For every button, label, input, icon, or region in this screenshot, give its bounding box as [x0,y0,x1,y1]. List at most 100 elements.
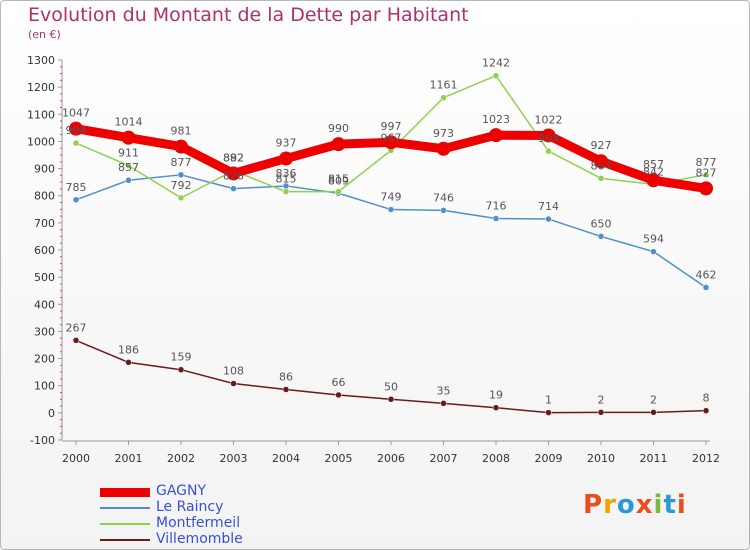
data-label: 892 [223,152,244,165]
data-label: 1161 [430,79,458,92]
data-label: 964 [538,132,559,145]
data-label: 66 [332,376,346,389]
data-point-gagny [174,139,188,154]
x-tick-label: 2005 [325,452,353,465]
data-label: 108 [223,365,244,378]
data-label: 864 [591,159,612,172]
data-label: 973 [433,127,454,140]
y-tick-label: 1200 [27,81,55,94]
data-point-villemomble [440,400,447,407]
data-point-le-raincy [440,207,447,214]
data-point-montfermeil [177,194,185,202]
data-label: 462 [696,268,717,281]
data-label: 746 [433,191,454,204]
data-label: 857 [643,158,664,171]
data-point-villemomble [282,386,290,393]
legend-label-le-raincy: Le Raincy [156,499,224,515]
y-tick-label: 100 [34,380,55,393]
data-point-villemomble [597,409,605,416]
data-label: 994 [66,124,87,137]
data-point-le-raincy [387,206,395,213]
data-point-gagny [594,154,608,169]
data-point-villemomble [125,359,132,366]
data-point-gagny [541,128,556,143]
data-point-gagny [279,151,293,166]
data-point-gagny [226,166,241,181]
data-label: 937 [276,137,297,150]
y-tick-label: 1100 [27,108,55,121]
data-point-le-raincy [597,233,605,240]
x-tick-label: 2011 [640,452,668,465]
x-tick-label: 2003 [220,452,248,465]
proxiti-logo: Proxiti [583,490,687,520]
data-label: 8 [703,392,710,405]
data-label: 186 [118,343,139,356]
data-label: 1 [545,394,552,407]
data-point-montfermeil [597,175,605,182]
x-tick-label: 2006 [377,452,405,465]
data-label: 857 [118,161,139,174]
data-label: 19 [489,389,503,402]
legend-label-montfermeil: Montfermeil [156,515,241,531]
data-point-montfermeil [702,171,710,179]
data-point-villemomble [230,380,237,387]
y-tick-label: 900 [34,163,55,176]
x-tick-label: 2007 [430,452,458,465]
axes: -100 0 100 200 300 400 500 600 700 800 900 1000 1100… [27,54,720,465]
y-tick-label: 200 [34,353,55,366]
data-label: 815 [328,173,349,186]
data-point-villemomble [545,409,552,416]
data-label: 836 [276,167,297,180]
data-label: 809 [328,174,349,187]
x-tick-label: 2002 [167,452,195,465]
data-label: 749 [381,191,402,204]
legend-label-gagny: GAGNY [156,483,207,499]
data-label: 927 [591,139,612,152]
x-tick-label: 2012 [692,452,720,465]
data-point-gagny [646,173,661,188]
y-tick-label: 300 [34,325,55,338]
data-point-villemomble [492,404,500,411]
data-point-villemomble [72,337,80,344]
data-label: 1022 [535,113,563,126]
data-point-le-raincy [650,248,657,255]
data-label: 1047 [62,107,90,120]
y-tick-label: 1300 [27,54,55,67]
data-label: 50 [384,380,398,393]
data-point-montfermeil [125,162,132,169]
x-tick-label: 2009 [535,452,563,465]
data-label: 650 [591,217,612,230]
y-tick-label: 800 [34,190,55,203]
data-label: 714 [538,200,559,213]
data-label: 997 [381,120,402,133]
data-label: 827 [696,166,717,179]
data-label: 716 [486,200,507,213]
x-tick-label: 2001 [115,452,143,465]
data-point-montfermeil [72,139,80,147]
data-label: 1023 [482,113,510,126]
y-tick-label: -100 [30,434,55,447]
data-point-le-raincy [125,176,132,184]
y-tick-label: 1000 [27,135,55,148]
data-point-gagny [121,130,136,145]
y-tick-label: 0 [48,407,55,420]
data-label: 967 [381,131,402,144]
x-tick-label: 2010 [587,452,615,465]
data-point-montfermeil [282,188,290,195]
data-label: 981 [171,125,192,138]
data-point-villemomble [177,366,185,373]
data-point-gagny [384,135,398,150]
legend-swatch-montfermeil [100,523,150,525]
legend-item-villemomble: Villemomble [100,531,300,548]
data-label: 785 [66,181,87,194]
data-point-montfermeil [335,188,342,195]
data-point-le-raincy [492,215,500,222]
data-label: 877 [171,156,192,169]
legend-swatch-le-raincy [100,507,150,509]
data-point-le-raincy [545,215,552,223]
legend-label-villemomble: Villemomble [156,531,243,547]
data-label: 990 [328,122,349,135]
data-point-gagny [436,141,451,156]
